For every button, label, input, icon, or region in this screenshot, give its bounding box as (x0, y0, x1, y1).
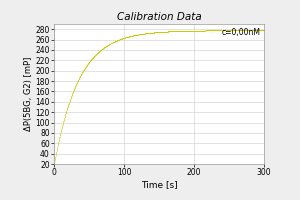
Legend: c=0,00nM: c=0,00nM (206, 28, 260, 37)
c=0,00nM (141, 33, 145, 35)
Y-axis label: ΔP(5BG, G2) [mP]: ΔP(5BG, G2) [mP] (24, 57, 33, 131)
c=0,00nM (68, 98, 72, 100)
c=0,00nM (52, 163, 56, 165)
Title: Calibration Data: Calibration Data (117, 12, 201, 22)
c=0,00nM (262, 29, 266, 31)
Line: c=0,00nM: c=0,00nM (53, 30, 265, 165)
c=0,00nM (77, 78, 81, 80)
c=0,00nM (146, 32, 149, 34)
c=0,00nM (172, 30, 175, 32)
c=0,00nM (149, 32, 153, 34)
X-axis label: Time [s]: Time [s] (141, 180, 177, 189)
